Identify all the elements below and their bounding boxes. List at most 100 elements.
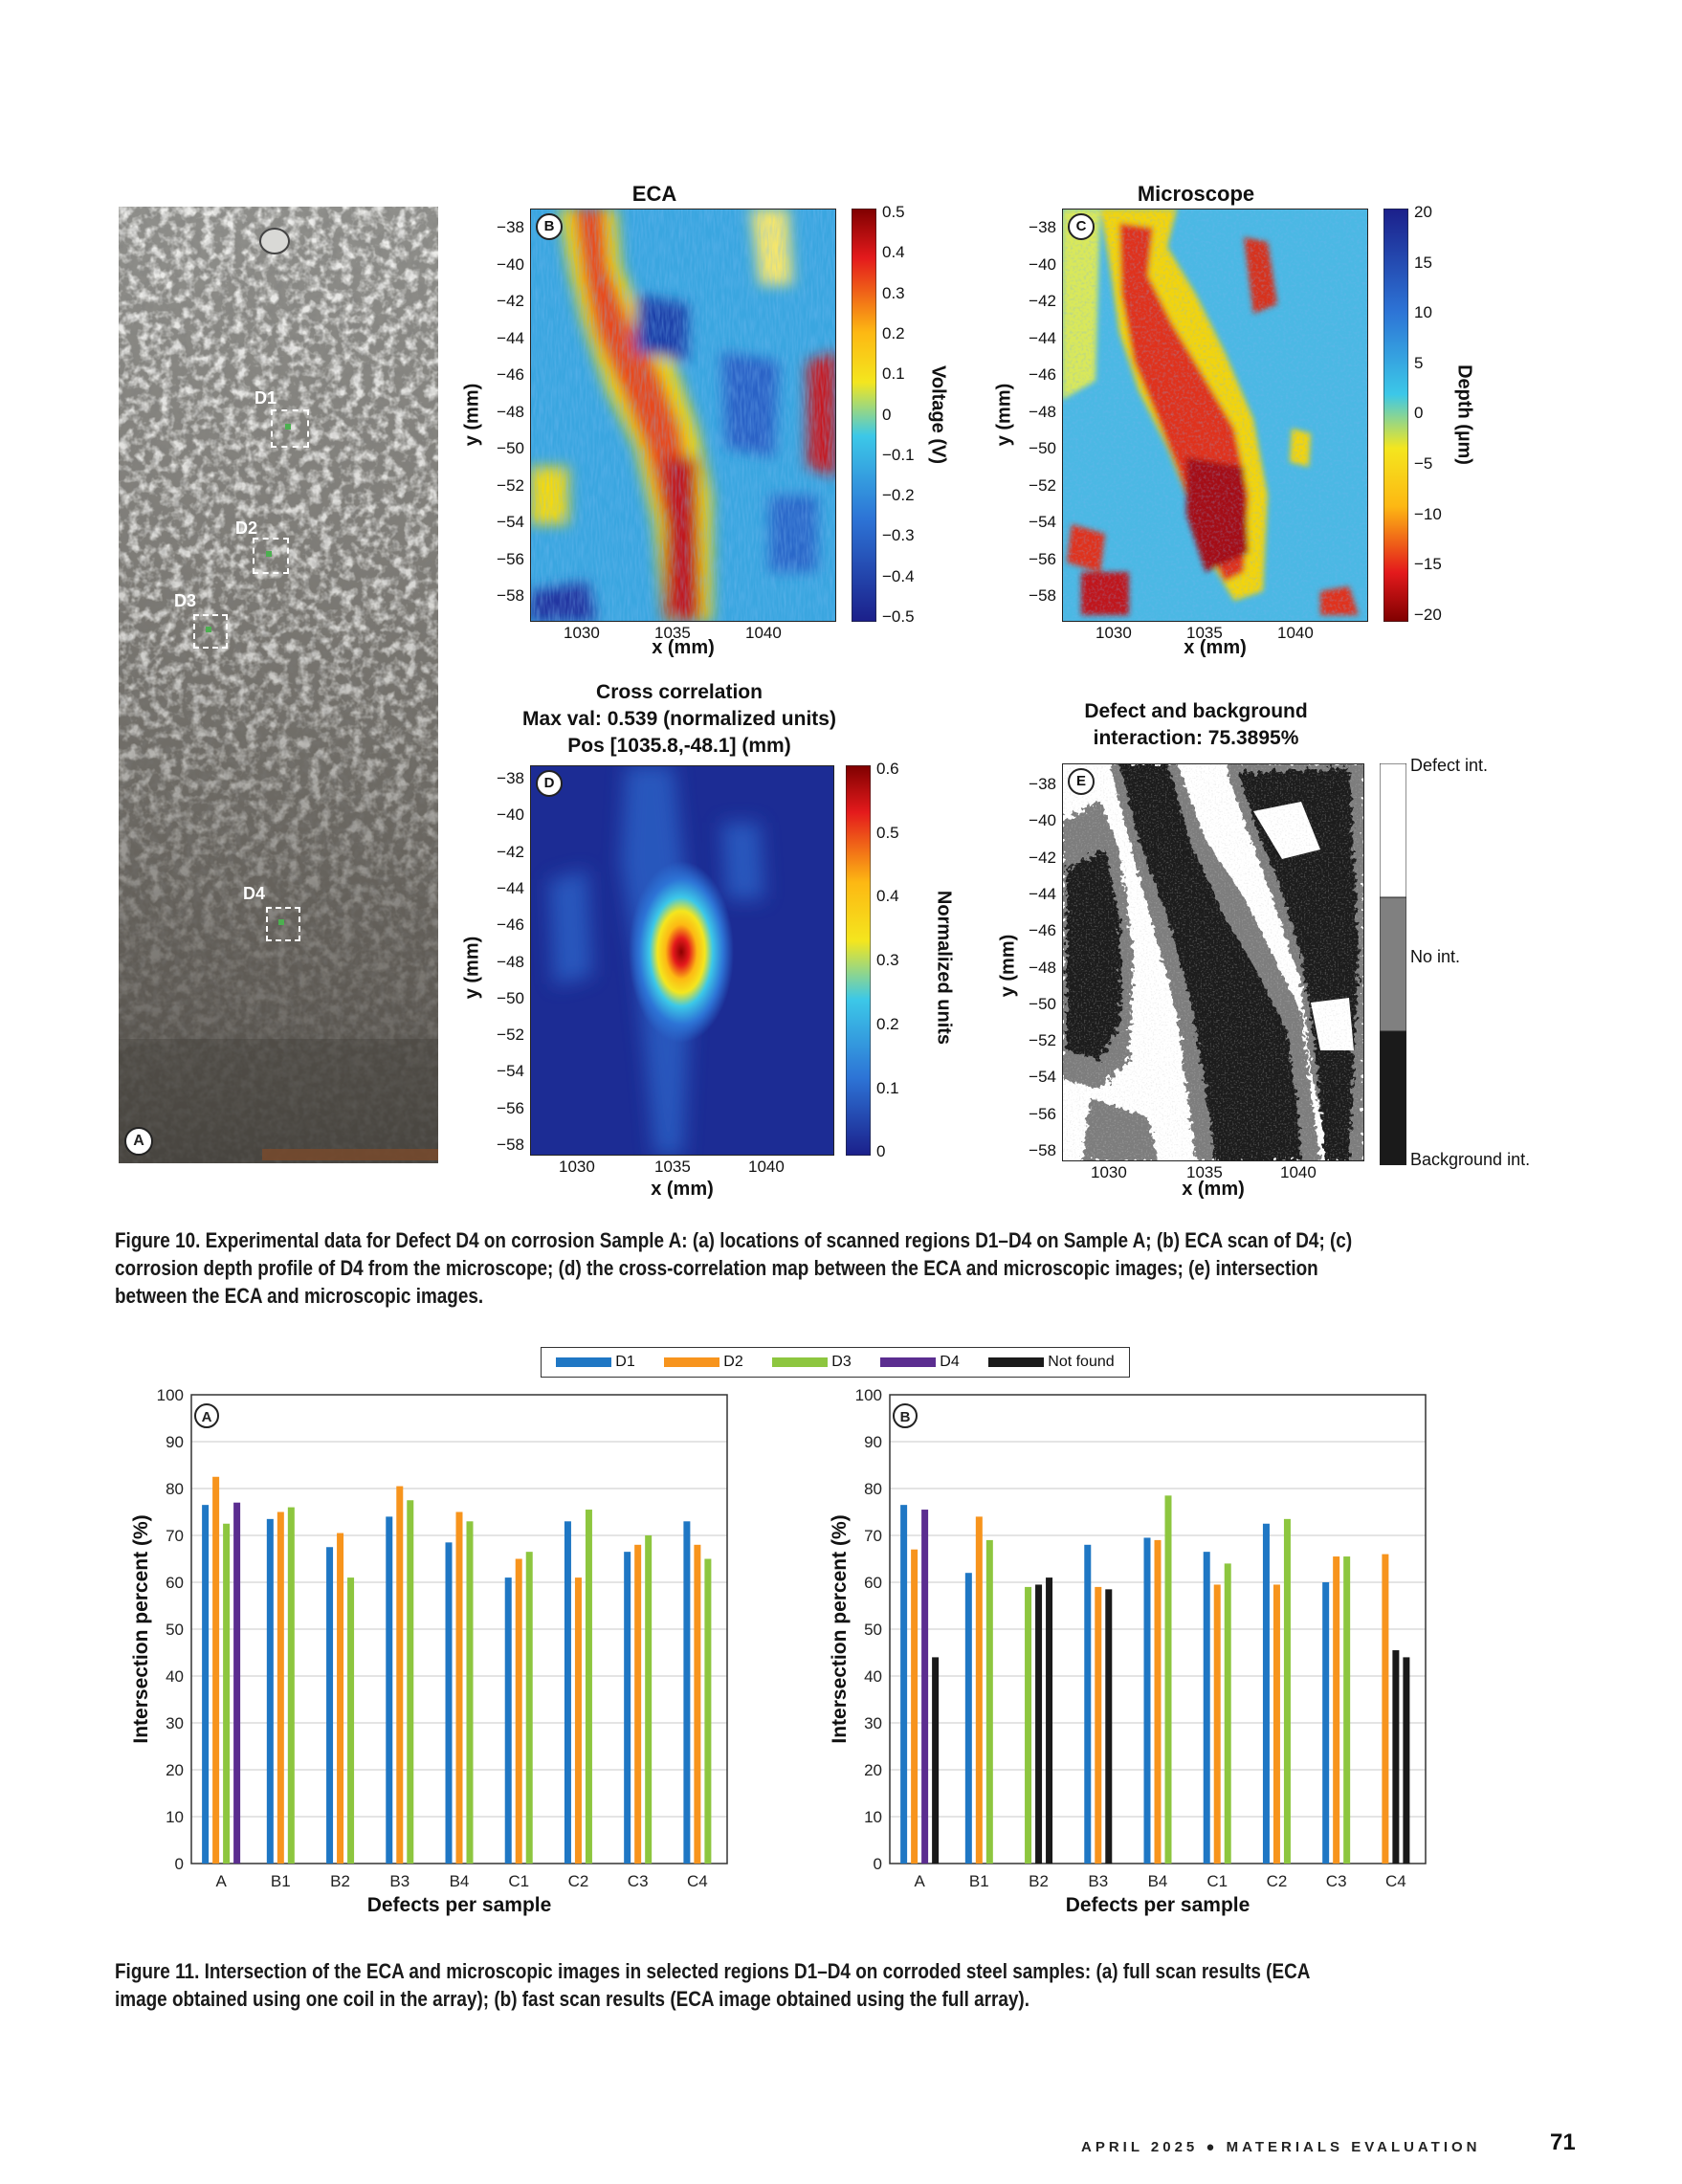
legend-item-d4: D4 (880, 1354, 960, 1371)
tick-label: −58 (1029, 1141, 1056, 1159)
x-tick-label: C2 (1267, 1872, 1288, 1890)
bar-d4-a (921, 1510, 929, 1864)
tick-label: 10 (1414, 303, 1432, 322)
bar-not-found-a (932, 1657, 940, 1864)
panel-b: ECA B −38 −40 −42 −44 −46 −48 −50 −52 −54 −56 −58 … (462, 182, 949, 660)
panel-letter-badge (893, 1403, 918, 1428)
bar-d1-b4 (1143, 1537, 1151, 1864)
eca-heatmap (530, 209, 836, 622)
region-label-d4: D4 (243, 884, 266, 903)
tick-label: −42 (497, 292, 524, 310)
figure-11-legend: D1 D2 D3 D4 Not found (541, 1347, 1130, 1378)
interaction-legend-bar (1380, 763, 1406, 1165)
tick-label: −50 (1029, 439, 1056, 457)
legend-label-d1: D1 (615, 1354, 635, 1370)
legend-defect-int: Defect int. (1410, 756, 1489, 775)
tick-label: −38 (1029, 218, 1056, 236)
bar-not-found-c4 (1403, 1657, 1410, 1864)
bar-not-found-c4 (1392, 1650, 1400, 1864)
y-tick-label: 70 (864, 1527, 882, 1545)
y-tick-label: 80 (166, 1480, 184, 1498)
x-tick-label: B1 (271, 1872, 291, 1890)
x-tick-label: C1 (508, 1872, 529, 1890)
page-number: 71 (1550, 2129, 1576, 2155)
panel-e-title-line-1: Defect and background (1084, 700, 1308, 722)
panel-letter: B (900, 1409, 911, 1425)
x-tick-label: B1 (969, 1872, 989, 1890)
bar-d2-c4 (694, 1544, 701, 1864)
tick-label: −46 (1029, 921, 1056, 940)
tick-label: −58 (1029, 586, 1056, 605)
region-box-d2 (253, 538, 289, 574)
tick-label: −20 (1414, 605, 1442, 624)
panel-d-title: Cross correlation Max val: 0.539 (normal… (498, 679, 861, 760)
tick-label: −40 (1029, 254, 1056, 274)
legend-swatch-not-found (988, 1357, 1045, 1367)
bar-d2-c2 (1273, 1584, 1280, 1864)
bar-d2-b2 (337, 1533, 344, 1864)
legend-item-d1: D1 (556, 1354, 635, 1371)
bar-d1-b4 (445, 1542, 453, 1864)
tick-label: −0.2 (882, 486, 915, 505)
panel-d: Cross correlation Max val: 0.539 (normal… (459, 679, 955, 1215)
x-tick-label: A (215, 1872, 227, 1890)
bar-d3-b3 (407, 1500, 414, 1864)
bar-d2-c3 (1333, 1556, 1340, 1864)
tick-label: 1040 (748, 1158, 785, 1176)
bar-d3-c3 (645, 1535, 653, 1864)
panel-b-title: ECA (631, 182, 677, 206)
y-tick-label: 90 (166, 1433, 184, 1451)
panel-c-yticks: −38 −40 −42 −44 −46 −48 −50 −52 −54 −56 −58 (1001, 209, 1056, 622)
panel-d-ylabel: y (mm) (461, 936, 483, 1000)
tick-label: −54 (497, 1062, 524, 1081)
legend-label-d3: D3 (831, 1354, 852, 1370)
panel-letter-e: E (1068, 768, 1095, 795)
tick-label: 20 (1414, 203, 1432, 221)
bar-d3-a (223, 1523, 231, 1864)
bar-d2-c1 (1213, 1584, 1221, 1864)
tick-label: 0.6 (876, 760, 899, 778)
panel-d-xlabel: x (mm) (651, 1179, 714, 1200)
x-tick-label: B4 (450, 1872, 470, 1890)
bar-d1-c1 (1203, 1552, 1210, 1864)
y-tick-label: 30 (864, 1714, 882, 1732)
legend-background-int: Background int. (1410, 1150, 1531, 1169)
bar-chart-b: 0 10 20 30 40 50 60 70 80 90 100 A B1 B2 B3 B4 C1 C2 C3 C4 D… (829, 1386, 1427, 1916)
legend-label-d4: D4 (940, 1354, 960, 1370)
journal-footer: APRIL 2025 ● MATERIALS EVALUATION (1081, 2139, 1481, 2155)
tick-label: −56 (1029, 549, 1056, 568)
tick-label: 1030 (1096, 624, 1132, 642)
tick-label: −5 (1414, 454, 1433, 473)
x-axis-label: Defects per sample (1066, 1894, 1250, 1916)
x-tick-label: A (914, 1872, 925, 1890)
region-label-d1: D1 (255, 388, 277, 408)
legend-item-d2: D2 (664, 1354, 743, 1371)
panel-e-yticks: −38 −40 −42 −44 −46 −48 −50 −52 −54 −56 −58 (1001, 763, 1056, 1161)
bar-d2-c4 (1382, 1554, 1389, 1864)
panel-letter: A (202, 1409, 212, 1425)
bar-d1-b1 (266, 1518, 274, 1864)
panel-c-xlabel: x (mm) (1184, 637, 1247, 658)
tick-label: 0.3 (876, 951, 899, 970)
legend-label-not-found: Not found (1048, 1354, 1115, 1370)
tick-label: 1035 (654, 624, 691, 642)
panel-c: Microscope C −38 −40 −42 −44 −46 −48 −50 −52 −54… (994, 182, 1512, 660)
bar-d2-c1 (515, 1558, 522, 1864)
bar-not-found-b2 (1046, 1577, 1053, 1864)
region-marker-d4 (278, 919, 284, 925)
region-label-d2: D2 (235, 518, 258, 538)
tick-label: −15 (1414, 555, 1442, 574)
tick-label: −54 (1029, 1068, 1056, 1087)
panel-e-title: Defect and background interaction: 75.38… (1033, 698, 1359, 752)
tick-label: −42 (497, 842, 524, 861)
bar-d3-c3 (1343, 1556, 1351, 1864)
tick-label: 0.3 (882, 283, 905, 302)
x-tick-label: C4 (687, 1872, 708, 1890)
panel-letter-badge (194, 1403, 219, 1428)
y-tick-label: 10 (166, 1808, 184, 1826)
normalized-colorbar-label: Normalized units (933, 890, 955, 1046)
microscope-heatmap (1062, 209, 1368, 622)
legend-item-not-found: Not found (988, 1354, 1115, 1371)
y-tick-label: 80 (864, 1480, 882, 1498)
tick-label: −48 (497, 402, 524, 421)
